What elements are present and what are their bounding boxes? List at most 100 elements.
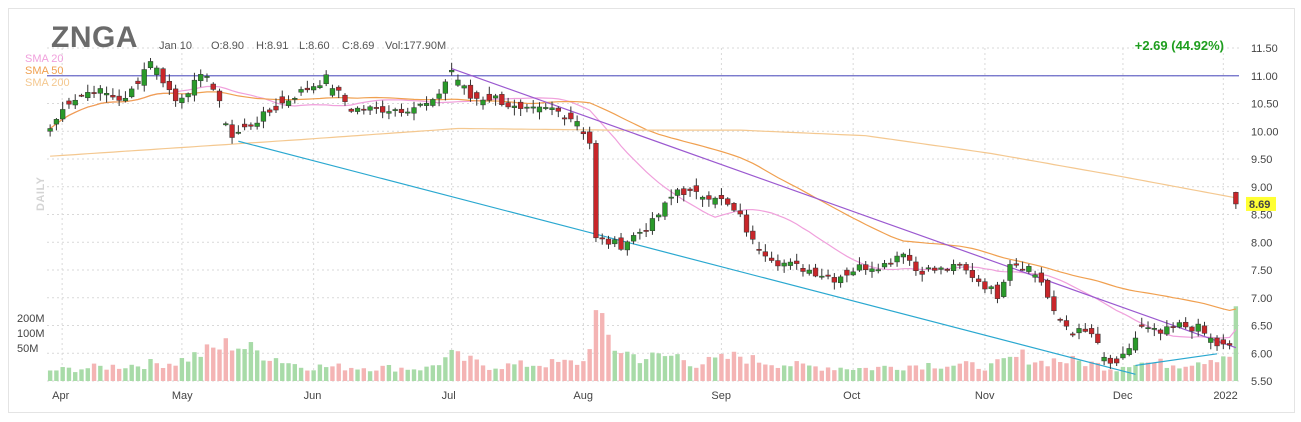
candle-body	[555, 107, 561, 112]
candle-body	[699, 196, 706, 200]
candle-body	[668, 196, 674, 199]
candle-body	[279, 96, 285, 104]
y-tick-label: 6.50	[1251, 321, 1272, 333]
candle-body	[725, 198, 731, 205]
y-tick-label: 10.00	[1251, 126, 1279, 138]
volume-bar	[1145, 362, 1151, 381]
volume-bar	[462, 360, 467, 381]
volume-bar	[995, 359, 1000, 381]
y-tick-label: 9.50	[1251, 154, 1272, 166]
volume-bar	[60, 367, 65, 381]
candle-body	[329, 88, 336, 96]
candle-body	[248, 124, 254, 127]
candle-body	[129, 88, 135, 98]
volume-bar	[361, 368, 367, 381]
candle-body	[624, 241, 630, 251]
candle-body	[179, 97, 185, 103]
candle-body	[1120, 353, 1126, 359]
candle-body	[304, 87, 310, 91]
candle-body	[988, 286, 994, 289]
volume-bar	[493, 368, 498, 381]
volume-bar	[1208, 360, 1213, 381]
volume-bar	[342, 370, 348, 381]
candle-body	[373, 107, 380, 109]
volume-bar	[1196, 362, 1201, 381]
candle-body	[549, 107, 555, 110]
candle-body	[856, 264, 863, 271]
candle-body	[1126, 348, 1132, 355]
candle-body	[141, 69, 147, 86]
volume-bar	[380, 365, 385, 381]
candle-body	[1151, 328, 1157, 330]
volume-bar	[1108, 369, 1113, 381]
candle-body	[53, 119, 60, 125]
candle-body	[97, 88, 103, 94]
candle-body	[932, 267, 938, 271]
volume-bar	[581, 361, 586, 381]
candle-body	[78, 94, 85, 97]
volume-bar	[813, 366, 818, 381]
volume-bar	[1058, 362, 1063, 381]
candle-body	[938, 267, 944, 270]
candle-body	[630, 235, 637, 242]
candle-body	[1233, 192, 1239, 205]
volume-bar	[1064, 363, 1069, 381]
volume-bar	[298, 367, 304, 381]
volume-bar	[223, 338, 228, 381]
volume-bar	[957, 363, 963, 381]
volume-bar	[160, 367, 166, 381]
volume-bar	[819, 370, 824, 381]
candle-body	[894, 255, 900, 263]
volume-bar	[1133, 365, 1138, 381]
volume-bar	[305, 370, 310, 381]
candle-body	[662, 202, 668, 217]
y-tick-label: 8.50	[1251, 210, 1272, 222]
candle-body	[963, 264, 969, 271]
candle-body	[944, 268, 950, 271]
volume-bar	[311, 370, 316, 381]
volume-bar	[1158, 358, 1163, 381]
volume-bar	[185, 361, 191, 381]
candle-body	[1139, 324, 1145, 327]
volume-bar	[1139, 362, 1144, 381]
candle-body	[637, 231, 643, 234]
candle-body	[674, 189, 681, 196]
y-tick-label: 7.00	[1251, 293, 1272, 305]
volume-bar	[612, 350, 617, 381]
volume-bar	[669, 355, 674, 381]
volume-bar	[587, 349, 592, 381]
trendline-support-short	[1135, 353, 1218, 367]
candle-body	[750, 230, 756, 240]
candle-body	[1189, 326, 1195, 332]
candle-body	[317, 85, 323, 88]
volume-bar	[1227, 356, 1232, 381]
volume-bar	[1032, 362, 1038, 381]
candle-body	[411, 107, 417, 114]
volume-bar	[970, 362, 975, 381]
candle-body	[342, 94, 348, 102]
volume-bar	[1177, 368, 1182, 381]
volume-bar	[198, 356, 203, 381]
volume-bar	[781, 365, 787, 381]
trendline-support	[238, 140, 1136, 375]
candle-body	[1082, 328, 1088, 332]
candle-body	[1101, 356, 1107, 362]
candle-body	[198, 74, 204, 82]
candle-body	[60, 109, 66, 120]
volume-bar	[1070, 355, 1075, 381]
volume-bar	[154, 363, 159, 381]
candle-body	[737, 210, 743, 215]
trendline-resistance	[451, 67, 1237, 349]
volume-bar	[700, 364, 705, 381]
candle-body	[530, 106, 536, 109]
volume-bar	[468, 355, 473, 381]
volume-bar	[882, 365, 887, 381]
volume-bar	[148, 359, 153, 381]
candle-body	[580, 131, 587, 135]
volume-bar	[618, 353, 624, 381]
candle-body	[593, 143, 599, 239]
candle-body	[643, 230, 649, 232]
candle-body	[103, 93, 110, 96]
volume-bar	[173, 365, 178, 381]
candle-body	[241, 123, 248, 128]
